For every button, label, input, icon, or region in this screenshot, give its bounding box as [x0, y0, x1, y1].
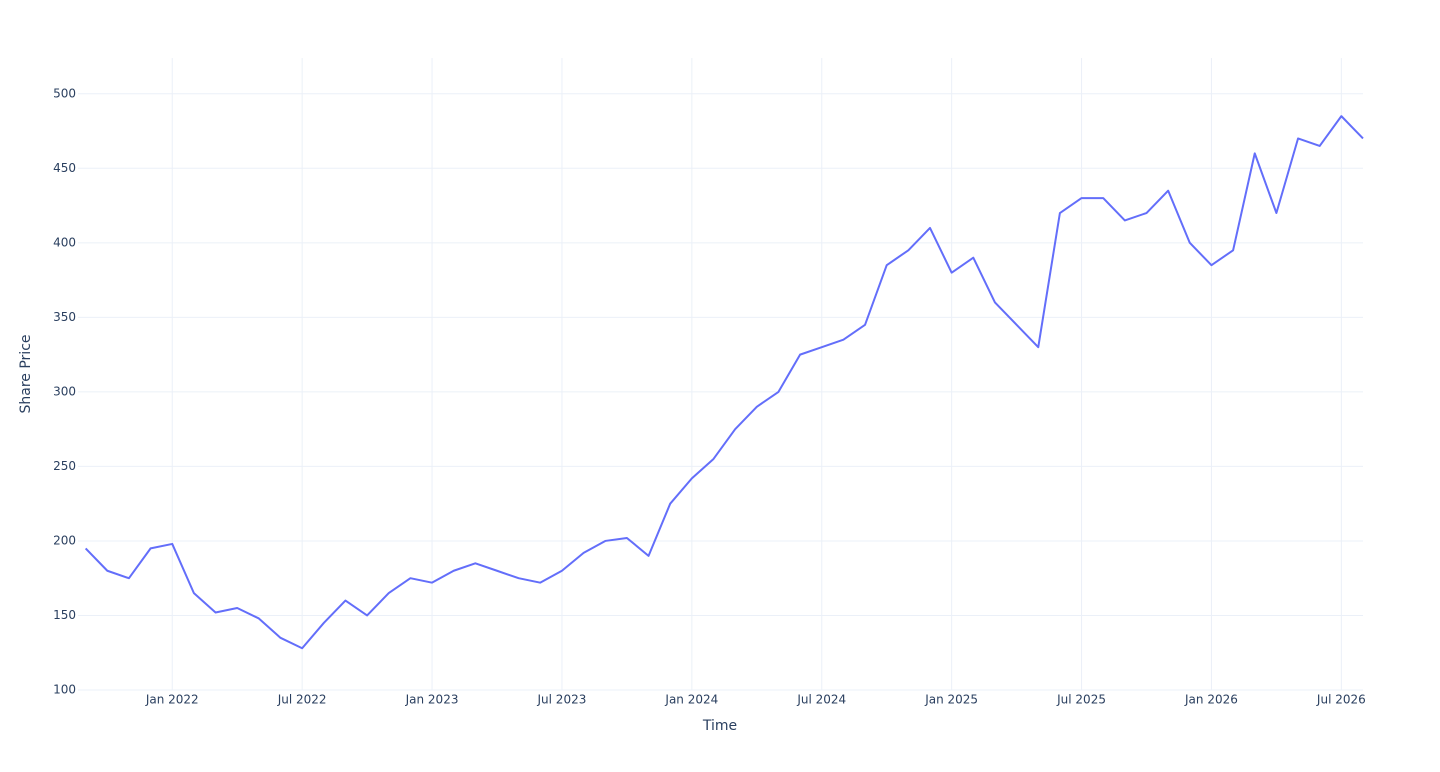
price-line	[84, 115, 1364, 650]
x-tick-label: Jan 2023	[405, 693, 459, 707]
x-tick-label: Jul 2025	[1056, 693, 1106, 707]
y-tick-label: 500	[53, 86, 76, 100]
x-tick-label: Jan 2024	[664, 693, 718, 707]
y-tick-label: 100	[53, 683, 76, 697]
y-axis-title: Share Price	[18, 334, 34, 413]
x-axis-title: Time	[702, 718, 737, 734]
x-tick-label: Jul 2023	[537, 693, 587, 707]
x-tick-label: Jul 2026	[1316, 693, 1366, 707]
y-tick-label: 400	[53, 235, 76, 249]
x-tick-label: Jul 2024	[796, 693, 846, 707]
y-tick-label: 300	[53, 384, 76, 398]
x-tick-label: Jan 2025	[924, 693, 978, 707]
x-tick-label: Jan 2022	[145, 693, 199, 707]
y-tick-label: 150	[53, 608, 76, 622]
y-tick-label: 350	[53, 310, 76, 324]
x-tick-label: Jan 2026	[1184, 693, 1238, 707]
y-tick-label: 250	[53, 459, 76, 473]
x-tick-label: Jul 2022	[277, 693, 327, 707]
y-tick-label: 450	[53, 161, 76, 175]
y-tick-label: 200	[53, 533, 76, 547]
